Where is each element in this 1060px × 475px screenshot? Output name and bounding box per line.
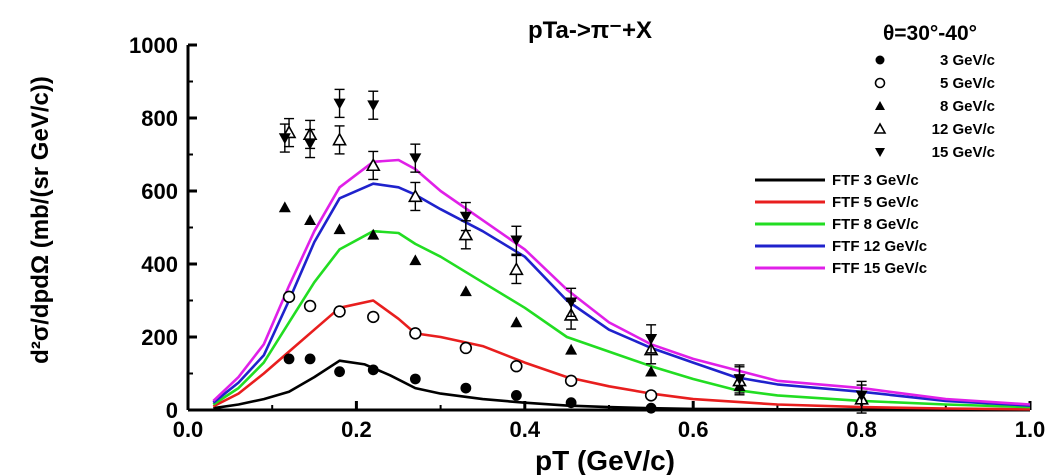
series-line-ftf-15-gev/c xyxy=(212,158,1031,406)
data-point-3-gevc xyxy=(409,373,421,385)
data-point-3-gevc xyxy=(367,364,379,376)
chart-subtitle: θ=30°-40° xyxy=(883,22,977,45)
legend-label: 8 GeV/c xyxy=(940,98,995,115)
data-point-8-gevc xyxy=(367,228,380,240)
data-point-5-gevc xyxy=(510,360,523,373)
data-point-3-gevc xyxy=(304,353,316,365)
data-point-8-gevc xyxy=(304,214,317,225)
data-point-15-gevc xyxy=(409,153,422,165)
chart-title: pTa->π⁻+X xyxy=(528,17,652,44)
data-point-15-gevc xyxy=(645,334,658,345)
data-point-15-gevc xyxy=(459,211,472,223)
y-tick-label: 0 xyxy=(166,398,178,423)
data-point-8-gevc xyxy=(565,343,578,355)
data-point-8-gevc xyxy=(409,254,422,266)
data-point-15-gevc xyxy=(733,374,746,385)
x-tick-label: 0.8 xyxy=(846,417,877,442)
legend-label: FTF 8 GeV/c xyxy=(832,216,919,233)
series-line-ftf-5-gev/c xyxy=(212,299,1031,411)
y-tick-label: 400 xyxy=(141,252,178,277)
x-tick-label: 0.4 xyxy=(510,417,541,442)
data-point-3-gevc xyxy=(645,402,657,414)
legend-label: 3 GeV/c xyxy=(940,52,995,69)
data-point-15-gevc xyxy=(510,235,523,247)
legend-marker xyxy=(875,101,885,110)
data-point-5-gevc xyxy=(367,310,380,324)
series-line-ftf-12-gev/c xyxy=(212,182,1031,407)
x-tick-label: 1.0 xyxy=(1015,417,1046,442)
legend-marker xyxy=(873,122,887,134)
data-point-5-gevc xyxy=(409,327,422,340)
data-point-15-gevc xyxy=(855,390,868,402)
legend-label: 15 GeV/c xyxy=(932,144,995,161)
data-point-3-gevc xyxy=(510,390,522,401)
legend-marker xyxy=(875,148,885,157)
data-point-8-gevc xyxy=(459,285,472,297)
data-point-12-gevc xyxy=(407,188,423,203)
legend-label: FTF 3 GeV/c xyxy=(832,172,919,189)
x-tick-label: 0.2 xyxy=(341,417,372,442)
data-point-5-gevc xyxy=(282,290,296,304)
legend-label: 12 GeV/c xyxy=(932,121,995,138)
legend-label: FTF 15 GeV/c xyxy=(832,260,927,277)
data-point-3-gevc xyxy=(283,353,295,365)
data-point-8-gevc xyxy=(510,316,523,328)
y-tick-label: 600 xyxy=(141,179,178,204)
legend-label: FTF 5 GeV/c xyxy=(832,194,919,211)
data-point-5-gevc xyxy=(333,305,346,318)
data-point-15-gevc xyxy=(367,100,380,112)
data-point-8-gevc xyxy=(645,365,658,377)
x-axis-title: pT (GeV/c) xyxy=(535,445,675,475)
data-point-12-gevc xyxy=(332,132,347,146)
y-tick-label: 1000 xyxy=(129,33,178,58)
data-point-15-gevc xyxy=(565,297,578,309)
data-point-8-gevc xyxy=(333,223,346,235)
y-axis-title: d²σ/dpdΩ (mb/(sr GeV/c)) xyxy=(27,76,54,364)
data-point-15-gevc xyxy=(304,138,317,150)
legend-label: FTF 12 GeV/c xyxy=(832,238,927,255)
series-line-ftf-8-gev/c xyxy=(212,229,1031,409)
data-point-3-gevc xyxy=(334,366,345,378)
data-point-8-gevc xyxy=(278,201,291,213)
series-line-ftf-3-gev/c xyxy=(213,359,1030,412)
x-tick-label: 0.6 xyxy=(678,417,709,442)
data-point-3-gevc xyxy=(460,382,472,394)
legend-marker xyxy=(875,55,885,65)
y-tick-label: 800 xyxy=(141,106,178,131)
y-tick-label: 200 xyxy=(141,325,178,350)
legend-marker xyxy=(874,77,886,89)
data-point-12-gevc xyxy=(509,261,524,276)
legend: 3 GeV/c 5 GeV/c 8 GeV/c 12 GeV/c 15 GeV/c FTF… xyxy=(755,52,995,277)
x-tick-label: 0.0 xyxy=(173,417,204,442)
data-point-5-gevc xyxy=(564,374,578,387)
data-point-12-gevc xyxy=(458,227,474,241)
data-point-3-gevc xyxy=(565,397,577,409)
data-point-12-gevc xyxy=(365,157,381,172)
data-point-15-gevc xyxy=(333,98,346,110)
data-point-5-gevc xyxy=(459,341,473,355)
legend-label: 5 GeV/c xyxy=(940,75,995,92)
data-point-5-gevc xyxy=(303,299,317,313)
data-point-5-gevc xyxy=(644,389,658,402)
data-point-15-gevc xyxy=(278,133,291,145)
